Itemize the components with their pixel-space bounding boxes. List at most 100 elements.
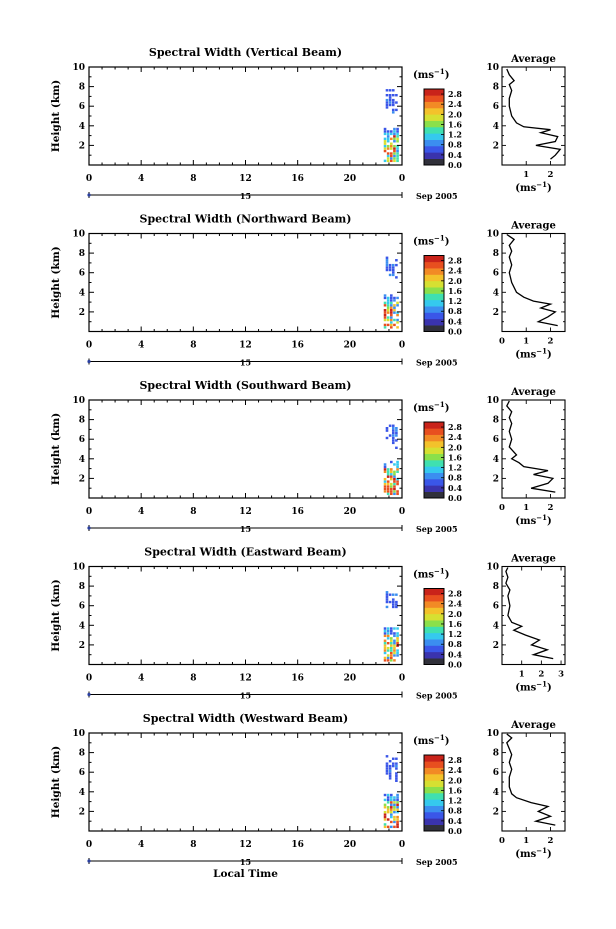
colorbar-swatch xyxy=(424,755,444,762)
heatmap-cell xyxy=(393,154,396,158)
day-label: 15 xyxy=(240,691,251,701)
heatmap-cell xyxy=(396,825,399,829)
panel-title: Spectral Width (Northward Beam) xyxy=(140,213,352,226)
colorbar-tick-label: 0.4 xyxy=(448,816,462,826)
heatmap-cell xyxy=(386,309,390,312)
heatmap-cell xyxy=(396,135,399,138)
heatmap-cell xyxy=(388,764,392,768)
y-tick-label: 2 xyxy=(79,641,85,651)
heatmap-cell xyxy=(386,154,390,158)
heatmap-cell xyxy=(386,157,390,160)
heatmap-cell xyxy=(383,632,387,635)
heatmap-cell xyxy=(386,485,390,488)
heatmap-cell xyxy=(390,825,393,829)
colorbar-swatch xyxy=(424,146,444,153)
heatmap-cell xyxy=(383,651,387,655)
heatmap-cell xyxy=(385,256,389,259)
date-label: Sep 2005 xyxy=(416,358,458,368)
heatmap-cell xyxy=(383,301,387,305)
heatmap-cell xyxy=(390,796,393,799)
heatmap-cell xyxy=(393,480,396,483)
heatmap-cell xyxy=(395,427,398,430)
average-unit-exp: −1 xyxy=(536,180,547,189)
average-profile-line xyxy=(506,733,556,826)
colorbar-swatch xyxy=(424,491,444,499)
heatmap-cell xyxy=(385,772,389,775)
average-y-tick-label: 4 xyxy=(493,621,499,631)
heatmap-cell xyxy=(396,627,399,630)
heatmap-cell xyxy=(386,798,390,802)
heatmap-cell xyxy=(393,473,396,476)
heatmap-cell xyxy=(383,147,387,150)
average-y-tick-label: 10 xyxy=(486,563,499,573)
heatmap-cell xyxy=(383,646,387,650)
colorbar-unit-close: ) xyxy=(445,70,450,81)
x-tick-label: 8 xyxy=(190,341,196,351)
heatmap-cell xyxy=(395,603,398,606)
heatmap-cell xyxy=(383,798,387,802)
heatmap-cell xyxy=(393,130,396,133)
colorbar-swatch xyxy=(424,428,444,435)
heatmap-cell xyxy=(386,627,390,630)
heatmap-cell xyxy=(391,424,395,427)
heatmap-cell xyxy=(396,460,399,464)
heatmap-cell xyxy=(396,637,399,640)
heatmap-cell xyxy=(395,94,398,97)
heatmap-cell xyxy=(396,470,399,474)
heatmap-cell xyxy=(385,593,389,596)
average-y-tick-label: 8 xyxy=(493,749,499,759)
colorbar-swatch xyxy=(424,152,444,159)
plot-frame xyxy=(88,399,403,499)
heatmap-cell xyxy=(390,659,393,662)
plot-frame xyxy=(88,232,403,333)
heatmap-cell xyxy=(396,313,399,317)
heatmap-cell xyxy=(391,436,395,440)
heatmap-cell xyxy=(393,132,396,136)
x-tick-label: 0 xyxy=(399,341,405,351)
heatmap-cell xyxy=(395,263,398,267)
panel-2: Spectral Width (Southward Beam)0 4 8 12 16 20… xyxy=(50,379,566,534)
colorbar-swatch xyxy=(424,632,444,640)
heatmap-cell xyxy=(393,818,396,821)
heatmap-cell xyxy=(386,632,390,635)
colorbar-tick-label: 1.6 xyxy=(448,785,462,795)
heatmap-cell xyxy=(390,627,393,630)
heatmap-cell xyxy=(390,144,393,148)
heatmap-cell xyxy=(395,593,398,596)
colorbar-swatch xyxy=(424,89,444,96)
heatmap-cell xyxy=(383,144,387,148)
colorbar-tick-label: 2.4 xyxy=(448,99,462,109)
average-unit-label: (ms−1) xyxy=(515,846,551,860)
average-x-tick-label: 1 xyxy=(519,670,525,680)
colorbar-unit-exp: −1 xyxy=(434,400,445,409)
heatmap-cell xyxy=(396,477,399,481)
heatmap-cell xyxy=(391,598,395,601)
heatmap-cell xyxy=(396,463,399,466)
colorbar-swatch xyxy=(424,818,444,825)
x-tick-label: 20 xyxy=(344,341,357,351)
colorbar-tick-label: 2.0 xyxy=(448,442,462,452)
heatmap-cell xyxy=(386,637,390,640)
panel-title: Spectral Width (Eastward Beam) xyxy=(144,546,346,559)
heatmap-cell xyxy=(385,101,389,104)
heatmap-cell xyxy=(393,309,396,312)
average-unit-close: ) xyxy=(547,516,552,527)
x-tick-label: 4 xyxy=(138,840,144,850)
heatmap-cell xyxy=(383,463,387,466)
heatmap-cell xyxy=(390,475,393,478)
heatmap-cell xyxy=(393,810,396,814)
y-tick-label: 6 xyxy=(79,269,85,279)
panel-0: Spectral Width (Vertical Beam)0 4 8 12 16 20 0… xyxy=(50,46,566,201)
heatmap-cell xyxy=(390,323,393,327)
heatmap-cell xyxy=(386,137,390,141)
heatmap-cell xyxy=(390,326,393,329)
heatmap-cell xyxy=(390,637,393,640)
heatmap-cell xyxy=(383,127,387,131)
heatmap-cell xyxy=(391,441,395,445)
heatmap-cell xyxy=(393,475,396,478)
heatmap-cell xyxy=(396,490,399,493)
heatmap-cell xyxy=(386,296,390,300)
heatmap-cell xyxy=(383,629,387,633)
heatmap-cell xyxy=(395,429,398,432)
heatmap-cell xyxy=(390,639,393,642)
